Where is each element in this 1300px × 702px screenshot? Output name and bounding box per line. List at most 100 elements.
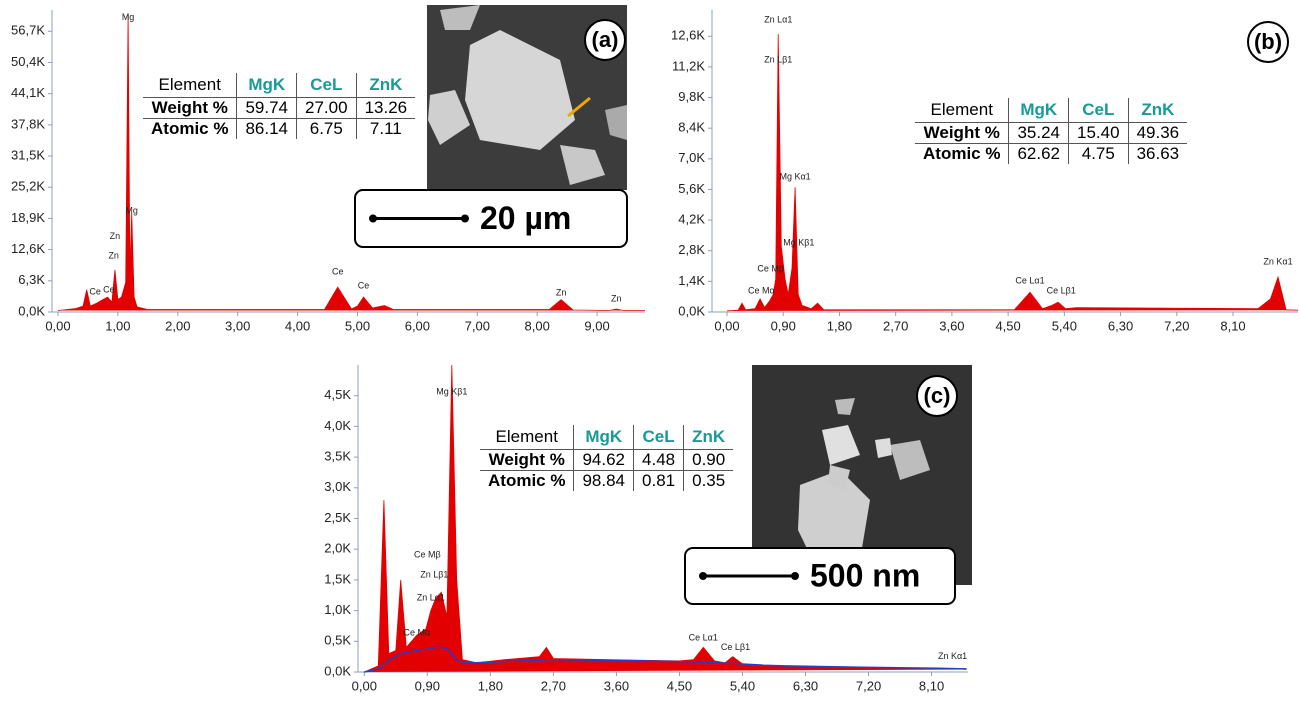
y-tick-label: 5,6K [678, 181, 705, 196]
table-row: Weight % 35.24 15.40 49.36 [915, 122, 1188, 144]
x-tick-label: 7,20 [1164, 318, 1189, 333]
y-tick-label: 2,0K [324, 541, 351, 556]
x-tick-label: 0,00 [45, 318, 70, 333]
table-cell: 98.84 [573, 470, 634, 491]
panel-label: (a) [592, 27, 619, 52]
peak-label: Zn [556, 288, 567, 298]
y-tick-label: 7,0K [678, 150, 705, 165]
x-tick-label: 0,90 [771, 318, 796, 333]
peak-label: Mg Kα1 [779, 171, 810, 181]
panel-label-badge [916, 375, 958, 417]
scale-bar-box [684, 547, 956, 605]
x-tick-label: 0,00 [714, 318, 739, 333]
y-tick-label: 25,2K [11, 179, 45, 194]
x-tick-label: 3,60 [939, 318, 964, 333]
peak-label: Zn [108, 250, 119, 260]
peak-label: Ce Mβ [757, 263, 784, 273]
y-tick-label: 6,3K [18, 272, 45, 287]
scale-bar-label: 500 nm [810, 557, 920, 593]
peak-label: Ce Lβ1 [721, 642, 750, 652]
table-cell: 7.11 [355, 118, 416, 139]
x-tick-label: 2,70 [541, 678, 566, 693]
background-line [364, 646, 967, 673]
x-tick-label: 6,30 [1108, 318, 1133, 333]
table-cell: MgK [573, 425, 634, 450]
table-row: Element MgK CeL ZnK [480, 425, 734, 450]
table-cell: Weight % [488, 450, 565, 469]
table-cell: 94.62 [573, 449, 634, 471]
y-tick-label: 1,0K [324, 602, 351, 617]
table-cell: 36.63 [1127, 143, 1188, 164]
x-tick-label: 2,70 [883, 318, 908, 333]
table-cell: CeL [633, 425, 684, 450]
x-tick-label: 3,00 [225, 318, 250, 333]
table-cell: Element [915, 98, 1009, 123]
panel-label-badge [1247, 21, 1289, 63]
x-tick-label: 1,80 [478, 678, 503, 693]
table-cell: MgK [236, 73, 297, 98]
table-cell: CeL [1068, 98, 1129, 123]
table-row: Atomic % 86.14 6.75 7.11 [143, 118, 416, 139]
table-cell: Weight % [923, 123, 1000, 142]
x-tick-label: 4,00 [285, 318, 310, 333]
table-cell: Weight % [151, 98, 228, 117]
peak-label: Mg Kβ1 [436, 386, 467, 396]
peak-label: Ce [89, 287, 101, 297]
y-tick-label: 50,4K [11, 54, 45, 69]
y-tick-label: 11,2K [672, 58, 705, 73]
table-cell: Atomic % [915, 143, 1009, 164]
y-tick-label: 8,4K [678, 120, 705, 135]
peak-label: Zn Lβ1 [420, 569, 448, 579]
table-row: Element MgK CeL ZnK [915, 98, 1188, 123]
y-tick-label: 31,5K [11, 147, 45, 162]
table-cell: 49.36 [1127, 122, 1188, 144]
y-tick-label: 0,0K [324, 663, 351, 678]
peak-label: Mg Kβ1 [783, 237, 814, 247]
y-tick-label: 3,5K [324, 449, 351, 464]
x-tick-label: 4,50 [667, 678, 692, 693]
scale-bar-end [791, 572, 799, 580]
peak-label: Ce Mα [403, 627, 430, 637]
peak-label: Zn Kα1 [1263, 256, 1292, 266]
table-cell: 35.24 [1008, 122, 1069, 144]
plot-area [57, 14, 645, 311]
table-row: Atomic % 98.84 0.81 0.35 [480, 470, 734, 491]
y-tick-label: 2,5K [324, 510, 351, 525]
peak-label: Ce Lα1 [689, 633, 718, 643]
y-tick-label: 1,4K [678, 273, 705, 288]
scale-bar-label: 20 µm [480, 200, 571, 236]
x-tick-label: 5,00 [345, 318, 370, 333]
y-tick-label: 2,8K [678, 242, 705, 257]
table-cell: Element [143, 73, 237, 98]
composition-table: Element MgK CeL ZnK Weight % 35.24 15.40 49.36 A… [915, 98, 1188, 164]
peak-label: Mg [125, 205, 138, 215]
y-tick-label: 0,5K [324, 633, 351, 648]
panel-label: (b) [1254, 29, 1282, 54]
table-row: Atomic % 62.62 4.75 36.63 [915, 143, 1188, 164]
composition-table: Element MgK CeL ZnK Weight % 94.62 4.48 0.90 Ato… [480, 425, 734, 491]
x-tick-label: 0,90 [415, 678, 440, 693]
table-cell: 13.26 [355, 97, 416, 119]
table-cell: 27.00 [296, 97, 357, 119]
peak-label: Ce [103, 285, 115, 295]
scale-bar-box [354, 189, 628, 248]
x-tick-label: 5,40 [1052, 318, 1077, 333]
x-tick-label: 4,50 [995, 318, 1020, 333]
table-cell: 62.62 [1008, 143, 1069, 164]
x-tick-label: 3,60 [604, 678, 629, 693]
table-cell: 15.40 [1068, 122, 1129, 144]
y-tick-label: 9,8K [678, 89, 705, 104]
table-cell: MgK [1008, 98, 1069, 123]
y-tick-label: 44,1K [11, 85, 45, 100]
x-tick-label: 8,00 [525, 318, 550, 333]
table-row: Element MgK CeL ZnK [143, 73, 416, 98]
x-tick-label: 9,00 [584, 318, 609, 333]
spectrum-area [57, 14, 645, 311]
table-row: Weight % 94.62 4.48 0.90 [480, 449, 734, 471]
panel-label: (c) [924, 383, 951, 408]
spectrum-area [726, 34, 1298, 312]
x-tick-label: 5,40 [730, 678, 755, 693]
peak-label: Ce Mβ [414, 550, 441, 560]
